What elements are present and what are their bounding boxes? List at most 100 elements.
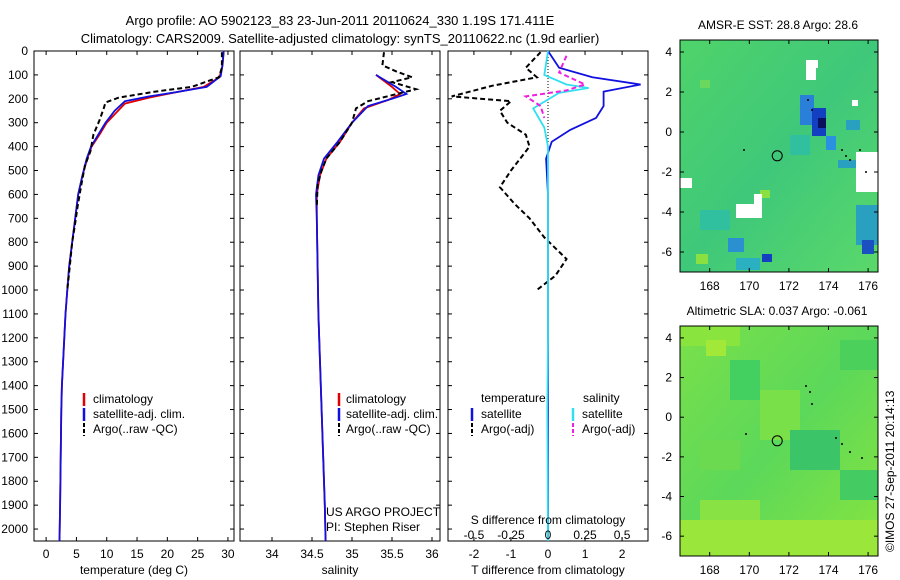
difference-panel: -2 -1 0 1 2 T difference from climatology te… xyxy=(447,50,649,577)
series-line-argo-raw-qc xyxy=(66,52,223,291)
map-y-tick-label: 0 xyxy=(665,410,672,424)
sst-yticks: 4 2 0 -2 -4 -6 xyxy=(661,45,878,259)
map-y-tick-label: -6 xyxy=(661,529,672,543)
map-y-tick-label: 2 xyxy=(665,371,672,385)
x-tick-label: 15 xyxy=(130,547,144,561)
s-tick-label: -0.5 xyxy=(464,528,485,542)
figure-title-line2: Climatology: CARS2009. Satellite-adjuste… xyxy=(81,31,600,46)
depth-tick-label: 800 xyxy=(8,235,28,249)
legend-salinity-title: salinity xyxy=(583,391,620,405)
x-tick-label: 35 xyxy=(345,547,359,561)
depth-tick-label: 500 xyxy=(8,164,28,178)
x-tick-label: 5 xyxy=(73,547,80,561)
depth-tick-label: 200 xyxy=(8,92,28,106)
depth-tick-label: 0 xyxy=(21,44,28,58)
sst-field xyxy=(680,40,878,272)
legend-t-satellite-label: satellite xyxy=(481,407,522,421)
difference-yticks xyxy=(448,50,648,530)
x-tick-label: 20 xyxy=(161,547,175,561)
map-x-tick-label: 168 xyxy=(700,279,720,293)
depth-tick-label: 1400 xyxy=(1,379,28,393)
map-x-tick-label: 176 xyxy=(858,279,878,293)
depth-tick-label: 1100 xyxy=(2,307,28,321)
difference-xlabel: T difference from climatology xyxy=(471,563,625,577)
x-tick-label: 2 xyxy=(619,547,626,561)
coastline-dots xyxy=(743,99,867,459)
legend-s-argo-label: Argo(-adj) xyxy=(582,422,635,436)
salinity-axes-frame xyxy=(239,50,441,542)
sla-patches xyxy=(680,326,878,556)
s-difference-label: S difference from climatology xyxy=(471,513,626,527)
map-x-tick-label: 172 xyxy=(779,563,799,577)
map-x-tick-label: 170 xyxy=(739,563,759,577)
legend-climatology-label: climatology xyxy=(93,392,153,406)
x-tick-label: 25 xyxy=(191,547,205,561)
sst-xticks: 168 170 172 174 176 xyxy=(700,40,878,293)
legend-climatology-label: climatology xyxy=(346,392,406,406)
x-tick-label: 10 xyxy=(100,547,114,561)
x-tick-label: 34.5 xyxy=(300,547,324,561)
sla-xticks: 168 170 172 174 176 xyxy=(700,326,878,577)
map-y-tick-label: -4 xyxy=(661,205,672,219)
x-tick-label: 30 xyxy=(221,547,235,561)
x-tick-label: 34 xyxy=(265,547,279,561)
legend-t-argo-label: Argo(-adj) xyxy=(481,422,534,436)
map-y-tick-label: -2 xyxy=(661,165,672,179)
depth-tick-label: 1500 xyxy=(1,403,28,417)
salinity-yticks xyxy=(240,50,440,530)
map-x-tick-label: 174 xyxy=(818,563,838,577)
x-tick-label: 0 xyxy=(43,547,50,561)
legend-s-satellite-label: satellite xyxy=(582,407,623,421)
map-y-tick-label: 2 xyxy=(665,85,672,99)
salinity-panel: 34 34.5 35 35.5 36 salinity climatology sate… xyxy=(239,50,441,577)
map-y-tick-label: 0 xyxy=(665,125,672,139)
depth-tick-label: 2000 xyxy=(1,522,28,536)
map-x-tick-label: 176 xyxy=(858,563,878,577)
map-x-tick-label: 170 xyxy=(739,279,759,293)
s-tick-label: 0 xyxy=(545,528,552,542)
s-difference-ticklabels: -0.5 -0.25 0 0.25 0.5 xyxy=(464,528,631,542)
depth-tick-label: 900 xyxy=(8,259,28,273)
depth-tick-label: 1700 xyxy=(1,450,28,464)
salinity-xticks: 34 34.5 35 35.5 36 xyxy=(265,51,439,561)
depth-tick-label: 1900 xyxy=(1,498,28,512)
sst-profile-marker xyxy=(771,150,783,162)
salinity-xlabel: salinity xyxy=(322,563,359,577)
depth-tick-label: 400 xyxy=(8,140,28,154)
map-x-tick-label: 172 xyxy=(779,279,799,293)
difference-legend: temperature salinity satellite Argo(-adj… xyxy=(470,391,635,436)
depth-tick-label: 1300 xyxy=(1,355,28,369)
depth-tick-label: 300 xyxy=(8,116,28,130)
temperature-legend: climatology satellite-adj. clim. Argo(..… xyxy=(82,392,185,436)
depth-tick-label: 1200 xyxy=(1,331,28,345)
x-tick-label: 0 xyxy=(545,547,552,561)
map-y-tick-label: 4 xyxy=(665,45,672,59)
sla-map-panel: Altimetric SLA: 0.037 Argo: -0.061 4 2 0 -2… xyxy=(661,304,879,577)
map-y-tick-label: -4 xyxy=(661,490,672,504)
map-x-tick-label: 174 xyxy=(818,279,838,293)
s-tick-label: 0.5 xyxy=(614,528,631,542)
salinity-series xyxy=(315,52,420,542)
series-line-s-argo-adj xyxy=(523,55,588,119)
depth-tick-label: 1000 xyxy=(1,283,28,297)
legend-satellite-label: satellite-adj. clim. xyxy=(93,407,185,421)
temperature-panel: 0100200300400500600700800900100011001200… xyxy=(1,44,235,577)
temperature-axes-frame xyxy=(33,50,235,542)
depth-tick-label: 600 xyxy=(8,187,28,201)
imos-stamp: ©IMOS 27-Sep-2011 20:14:13 xyxy=(883,390,897,552)
figure-title-line1: Argo profile: AO 5902123_83 23-Jun-2011 … xyxy=(126,13,555,28)
x-tick-label: -1 xyxy=(506,547,517,561)
sst-patches xyxy=(680,60,878,270)
s-tick-label: 0.25 xyxy=(573,528,597,542)
map-y-tick-label: 4 xyxy=(665,331,672,345)
depth-tick-label: 700 xyxy=(8,211,28,225)
sla-profile-marker xyxy=(771,435,783,447)
s-tick-label: -0.25 xyxy=(497,528,525,542)
x-tick-label: 36 xyxy=(425,547,439,561)
map-y-tick-label: -6 xyxy=(661,245,672,259)
salinity-legend: climatology satellite-adj. clim. Argo(..… xyxy=(337,392,438,436)
legend-satellite-label: satellite-adj. clim. xyxy=(346,407,438,421)
legend-argo-label: Argo(..raw -QC) xyxy=(346,422,431,436)
legend-argo-label: Argo(..raw -QC) xyxy=(93,422,178,436)
